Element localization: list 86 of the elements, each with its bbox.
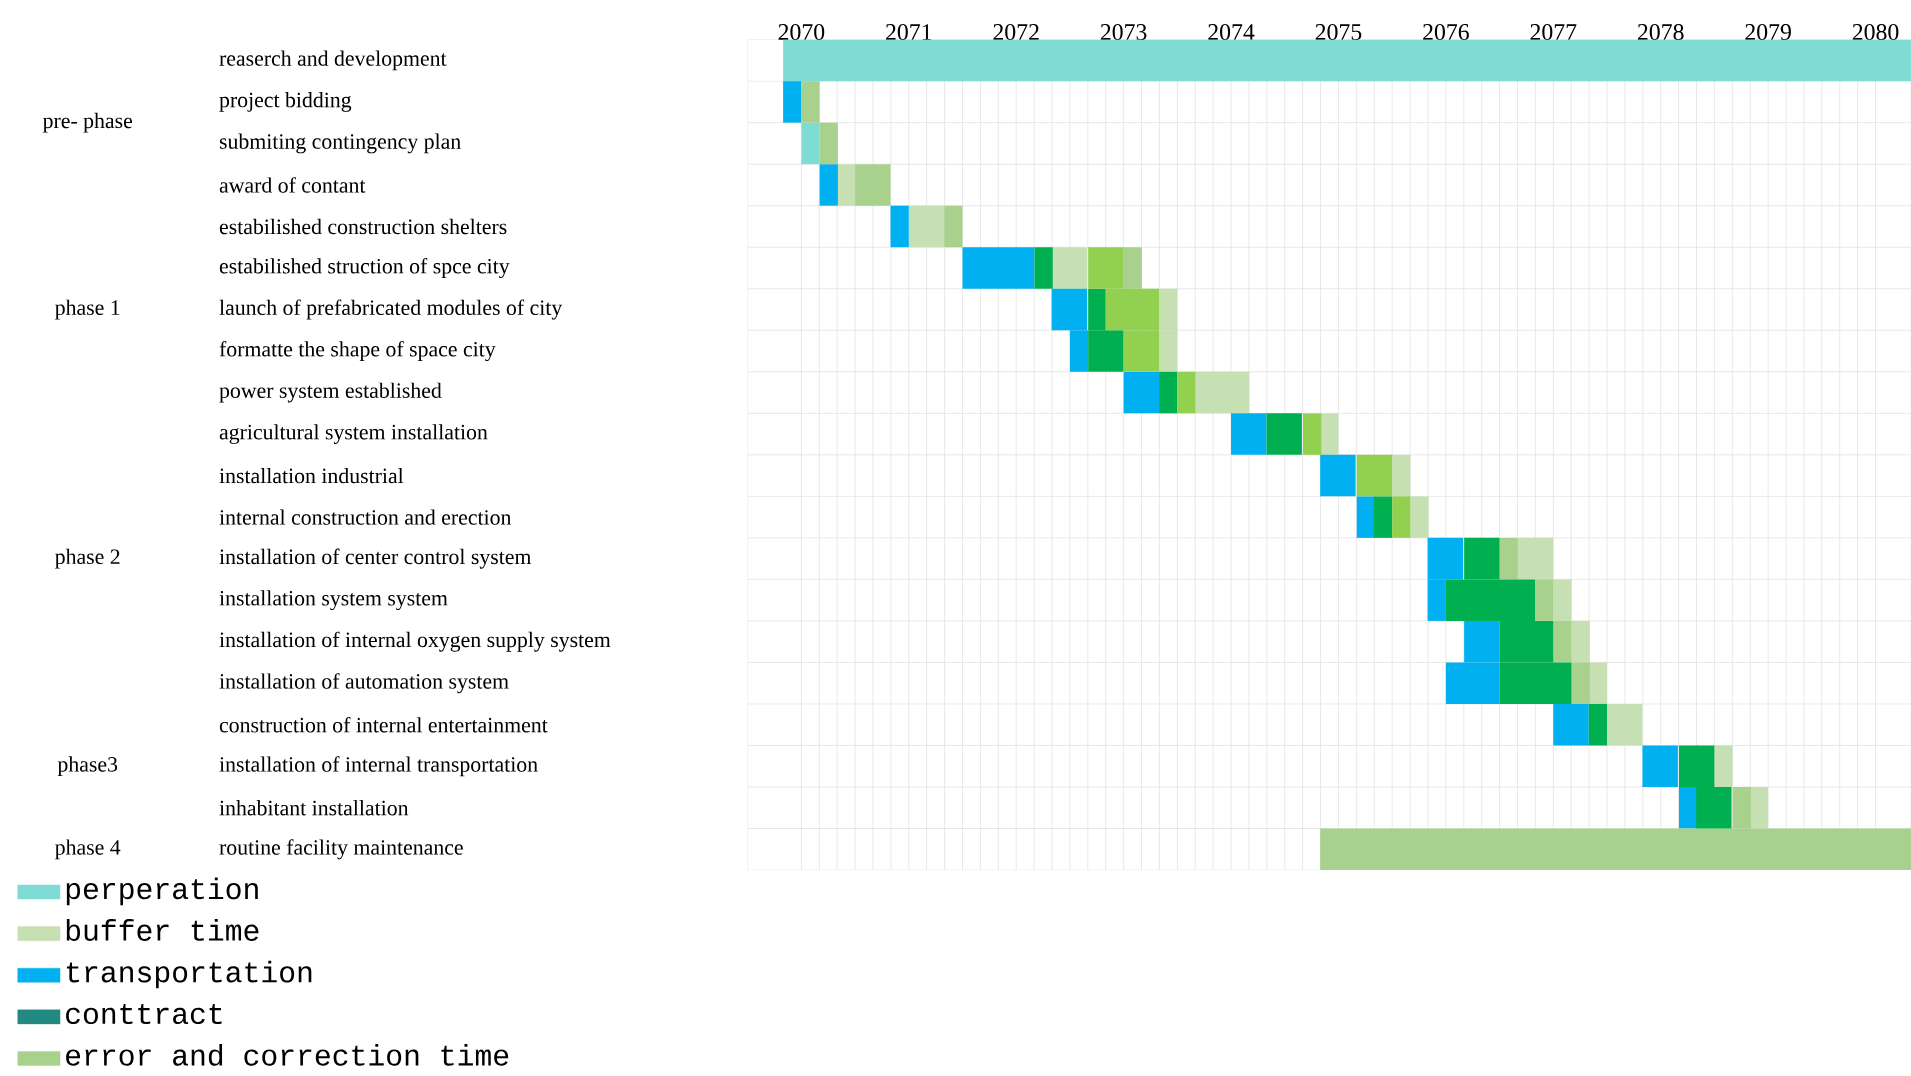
bar	[1320, 413, 1339, 455]
bar	[1231, 413, 1267, 455]
bar	[1588, 703, 1607, 746]
x-tick-label: 2075	[1315, 23, 1362, 41]
bar	[908, 205, 945, 248]
bar	[819, 164, 838, 206]
bar	[1553, 620, 1572, 663]
y-tick-label: routine facility maintenance	[219, 839, 463, 860]
y-tick-label: installation of automation system	[219, 673, 509, 694]
bar	[1606, 703, 1643, 746]
y-tick-label: installation of internal transportation	[219, 756, 538, 777]
y-tick-label: inhabitant installation	[219, 800, 409, 816]
x-tick-label: 2074	[1208, 23, 1255, 41]
x-tick-label: 2071	[886, 23, 932, 41]
bar	[1571, 662, 1590, 704]
text: phase3	[57, 756, 118, 777]
legend-label: conttract	[66, 1003, 222, 1025]
y-tick-label: project bidding	[219, 91, 352, 112]
bar	[1571, 620, 1590, 663]
y-tick-label: agricultural system installation	[219, 424, 488, 444]
bar	[783, 81, 802, 123]
bar	[1553, 703, 1589, 746]
bar	[1714, 745, 1733, 787]
bar	[1749, 786, 1769, 829]
y-tick-label: construction of internal entertainment	[219, 716, 548, 733]
bar	[944, 205, 963, 248]
bar	[890, 205, 909, 248]
bar	[1034, 247, 1053, 289]
bar	[1499, 537, 1518, 580]
text: phase 4	[55, 839, 121, 860]
bar	[1177, 371, 1196, 414]
bar	[1356, 454, 1393, 497]
x-tick-label: 2077	[1530, 23, 1577, 41]
bar	[783, 39, 1911, 82]
text: phase 2	[55, 548, 120, 569]
x-tick-label: 2070	[778, 23, 825, 41]
legend-label: perperation	[66, 877, 258, 906]
bar	[1123, 371, 1160, 414]
legend-label: transportation	[66, 960, 312, 989]
y-tick-label: installation of center control system	[219, 548, 532, 569]
bar	[962, 247, 1035, 289]
y-tick-label: formatte the shape of space city	[219, 340, 496, 361]
x-tick-label: 2073	[1100, 23, 1147, 41]
bar	[1159, 371, 1178, 414]
y-tick-label: reaserch and development	[219, 50, 447, 71]
bar	[1356, 496, 1375, 538]
x-tick-label: 2072	[993, 23, 1039, 41]
text: pre- phase	[42, 112, 133, 133]
bar	[1678, 786, 1698, 829]
y-tick-label: estabilished construction shelters	[219, 218, 507, 235]
bar	[1392, 496, 1411, 538]
bar	[801, 122, 820, 165]
y-tick-label: internal construction and erection	[219, 509, 512, 525]
text: phase 1	[55, 299, 120, 320]
bar	[1553, 579, 1572, 621]
y-tick-label: submiting contingency plan	[219, 133, 461, 154]
bar	[1642, 745, 1678, 787]
x-tick-label: 2080	[1852, 23, 1899, 41]
bar	[836, 164, 856, 206]
y-tick-label: installation industrial	[219, 467, 404, 484]
bar	[1410, 496, 1429, 538]
bar	[1303, 413, 1322, 455]
y-tick-label: installation system system	[219, 590, 448, 611]
bar	[1535, 579, 1554, 621]
y-tick-label: award of contant	[219, 177, 366, 193]
x-tick-label: 2078	[1637, 23, 1684, 41]
y-tick-label: power system established	[219, 382, 442, 403]
legend-label: buffer time	[66, 918, 259, 941]
bar	[801, 81, 820, 123]
bar	[1373, 496, 1393, 538]
bar	[855, 164, 891, 206]
bar	[1392, 454, 1411, 497]
y-tick-label: installation of internal oxygen supply system	[219, 631, 611, 652]
bar	[1195, 371, 1250, 414]
bar	[1266, 413, 1302, 455]
x-tick-label: 2076	[1423, 23, 1469, 41]
x-tick-label: 2079	[1745, 23, 1791, 41]
y-tick-label: launch of prefabricated modules of city	[219, 299, 563, 320]
bar	[1051, 247, 1088, 289]
legend-label: error and correction time	[66, 1043, 509, 1066]
bar	[1588, 662, 1607, 704]
bar	[819, 122, 838, 165]
y-tick-label: estabilished struction of spce city	[219, 257, 510, 278]
bar	[1123, 247, 1142, 289]
bar	[1517, 537, 1554, 580]
bar	[1320, 454, 1356, 497]
